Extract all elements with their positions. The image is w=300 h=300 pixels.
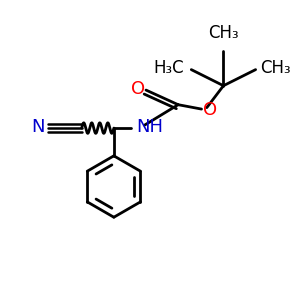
- Text: O: O: [131, 80, 145, 98]
- Text: N: N: [32, 118, 45, 136]
- Text: O: O: [203, 101, 217, 119]
- Text: NH: NH: [136, 118, 163, 136]
- Text: CH₃: CH₃: [208, 24, 239, 42]
- Text: CH₃: CH₃: [260, 59, 291, 77]
- Text: H₃C: H₃C: [153, 59, 184, 77]
